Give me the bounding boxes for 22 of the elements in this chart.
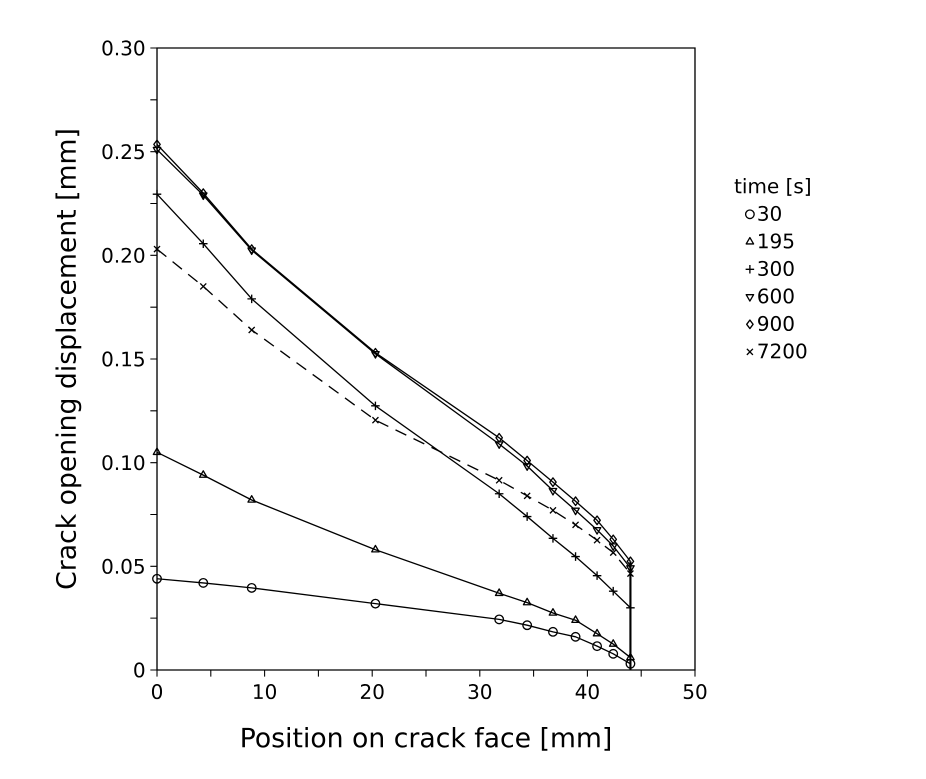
legend-title: time [s]: [734, 178, 810, 196]
x-tick-label: 40: [576, 684, 599, 700]
y-axis-title: Crack opening displacement [mm]: [55, 130, 82, 588]
y-tick-label: 0.25: [102, 144, 144, 160]
x-tick-label: 0: [152, 684, 162, 700]
y-tick-label: 0.15: [102, 351, 144, 367]
x-tick-label: 50: [684, 684, 706, 700]
legend-label: 195: [759, 233, 794, 248]
legend-label: 600: [758, 288, 794, 304]
y-tick-label: 0.05: [102, 558, 144, 574]
y-tick-label: 0: [134, 662, 144, 678]
x-tick-label: 10: [254, 684, 276, 700]
x-tick-label: 30: [468, 684, 492, 700]
y-tick-label: 0.10: [102, 455, 144, 470]
legend-label: 7200: [758, 343, 806, 359]
legend-label: 300: [758, 260, 794, 276]
legend-label: 30: [758, 206, 781, 221]
y-tick-label: 0.30: [102, 40, 144, 56]
y-tick-label: 0.20: [102, 248, 144, 263]
x-axis-title: Position on crack face [mm]: [242, 726, 610, 751]
x-tick-label: 20: [360, 684, 384, 700]
legend-label: 900: [758, 316, 794, 332]
